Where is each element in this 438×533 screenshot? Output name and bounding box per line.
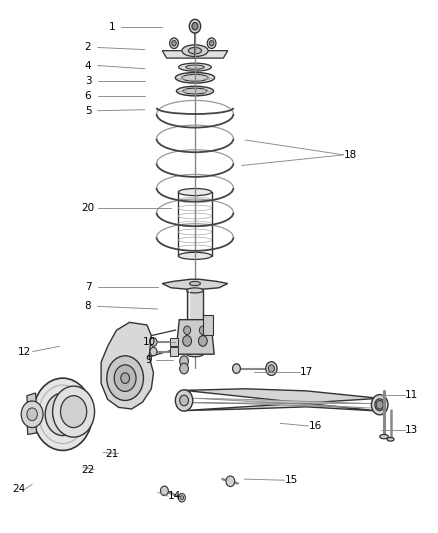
Circle shape bbox=[189, 19, 201, 33]
Text: 24: 24 bbox=[12, 484, 26, 494]
Ellipse shape bbox=[178, 252, 212, 260]
Polygon shape bbox=[176, 320, 214, 354]
Text: 9: 9 bbox=[146, 354, 152, 365]
Ellipse shape bbox=[190, 281, 201, 286]
Text: 7: 7 bbox=[85, 282, 92, 292]
Circle shape bbox=[226, 476, 235, 487]
Circle shape bbox=[33, 378, 92, 450]
Text: 20: 20 bbox=[81, 203, 95, 213]
Ellipse shape bbox=[186, 65, 204, 69]
Circle shape bbox=[60, 395, 87, 427]
Ellipse shape bbox=[177, 86, 214, 96]
Circle shape bbox=[233, 364, 240, 373]
Ellipse shape bbox=[375, 399, 385, 410]
Circle shape bbox=[175, 390, 193, 411]
Ellipse shape bbox=[175, 72, 215, 83]
Circle shape bbox=[27, 408, 37, 421]
Text: 10: 10 bbox=[143, 337, 155, 347]
Circle shape bbox=[268, 365, 275, 372]
Polygon shape bbox=[193, 398, 371, 408]
Text: 22: 22 bbox=[81, 465, 95, 474]
Ellipse shape bbox=[183, 88, 207, 94]
Circle shape bbox=[21, 401, 43, 427]
Text: 17: 17 bbox=[300, 367, 313, 377]
Polygon shape bbox=[27, 418, 36, 434]
Circle shape bbox=[45, 393, 80, 435]
Circle shape bbox=[184, 326, 191, 335]
Text: 18: 18 bbox=[343, 150, 357, 160]
Ellipse shape bbox=[380, 434, 389, 439]
Ellipse shape bbox=[188, 47, 201, 54]
Circle shape bbox=[199, 326, 206, 335]
Text: 5: 5 bbox=[85, 106, 92, 116]
Text: 13: 13 bbox=[404, 425, 418, 435]
Circle shape bbox=[172, 41, 176, 46]
Circle shape bbox=[209, 41, 214, 46]
Circle shape bbox=[53, 386, 95, 437]
Text: 3: 3 bbox=[85, 77, 92, 86]
Circle shape bbox=[160, 486, 168, 496]
Circle shape bbox=[58, 409, 67, 419]
Polygon shape bbox=[162, 51, 228, 58]
Ellipse shape bbox=[187, 352, 203, 357]
Circle shape bbox=[207, 38, 216, 49]
Circle shape bbox=[180, 364, 188, 374]
Circle shape bbox=[180, 356, 188, 367]
Circle shape bbox=[180, 496, 184, 500]
Circle shape bbox=[178, 494, 185, 502]
Circle shape bbox=[198, 336, 207, 346]
Ellipse shape bbox=[371, 394, 388, 415]
Text: 8: 8 bbox=[85, 301, 92, 311]
Circle shape bbox=[150, 338, 157, 346]
Circle shape bbox=[53, 402, 72, 426]
Polygon shape bbox=[101, 322, 153, 409]
Bar bbox=[170, 338, 178, 346]
Circle shape bbox=[180, 395, 188, 406]
Text: 14: 14 bbox=[168, 491, 181, 501]
Text: 2: 2 bbox=[85, 43, 92, 52]
Ellipse shape bbox=[178, 189, 212, 196]
Polygon shape bbox=[184, 389, 380, 411]
Bar bbox=[170, 348, 178, 356]
Ellipse shape bbox=[187, 288, 203, 293]
Ellipse shape bbox=[179, 63, 212, 71]
Circle shape bbox=[192, 22, 198, 30]
Polygon shape bbox=[162, 279, 228, 290]
Text: 6: 6 bbox=[85, 91, 92, 101]
Circle shape bbox=[170, 38, 178, 49]
Circle shape bbox=[107, 356, 144, 400]
Text: 11: 11 bbox=[404, 390, 418, 400]
Polygon shape bbox=[27, 393, 36, 410]
Text: 12: 12 bbox=[18, 346, 32, 357]
Ellipse shape bbox=[182, 74, 208, 81]
Text: 4: 4 bbox=[85, 61, 92, 70]
Polygon shape bbox=[187, 290, 203, 354]
Circle shape bbox=[376, 400, 383, 409]
Text: 21: 21 bbox=[106, 449, 119, 458]
Circle shape bbox=[114, 365, 136, 391]
Ellipse shape bbox=[387, 438, 394, 441]
Text: 16: 16 bbox=[308, 421, 321, 431]
Text: 1: 1 bbox=[109, 22, 115, 33]
Circle shape bbox=[150, 348, 157, 356]
Ellipse shape bbox=[182, 45, 208, 56]
Circle shape bbox=[266, 362, 277, 375]
Circle shape bbox=[183, 336, 191, 346]
Text: 15: 15 bbox=[284, 475, 298, 485]
Circle shape bbox=[121, 373, 130, 383]
Bar bbox=[203, 316, 213, 335]
